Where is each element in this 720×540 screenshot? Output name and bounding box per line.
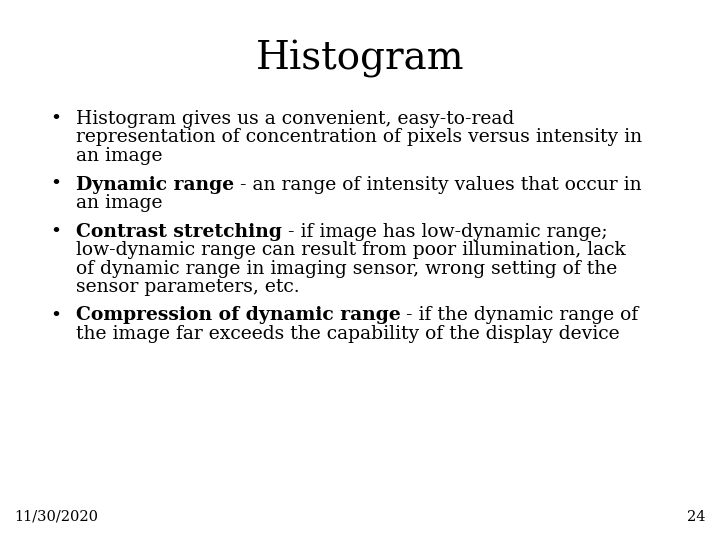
Text: - an range of intensity values that occur in: - an range of intensity values that occu… [234,176,642,193]
Text: •: • [50,110,61,128]
Text: low-dynamic range can result from poor illumination, lack: low-dynamic range can result from poor i… [76,241,626,259]
Text: - if the dynamic range of: - if the dynamic range of [400,307,639,325]
Text: the image far exceeds the capability of the display device: the image far exceeds the capability of … [76,325,619,343]
Text: 24: 24 [687,510,706,524]
Text: •: • [50,307,61,325]
Text: an image: an image [76,194,162,212]
Text: Histogram: Histogram [256,40,464,78]
Text: Contrast stretching: Contrast stretching [76,222,282,240]
Text: sensor parameters, etc.: sensor parameters, etc. [76,278,300,296]
Text: •: • [50,222,61,240]
Text: Dynamic range: Dynamic range [76,176,234,193]
Text: Compression of dynamic range: Compression of dynamic range [76,307,400,325]
Text: an image: an image [76,147,162,165]
Text: Histogram gives us a convenient, easy-to-read: Histogram gives us a convenient, easy-to… [76,110,514,128]
Text: of dynamic range in imaging sensor, wrong setting of the: of dynamic range in imaging sensor, wron… [76,260,617,278]
Text: 11/30/2020: 11/30/2020 [14,510,99,524]
Text: •: • [50,176,61,193]
Text: - if image has low-dynamic range;: - if image has low-dynamic range; [282,222,607,240]
Text: representation of concentration of pixels versus intensity in: representation of concentration of pixel… [76,129,642,146]
